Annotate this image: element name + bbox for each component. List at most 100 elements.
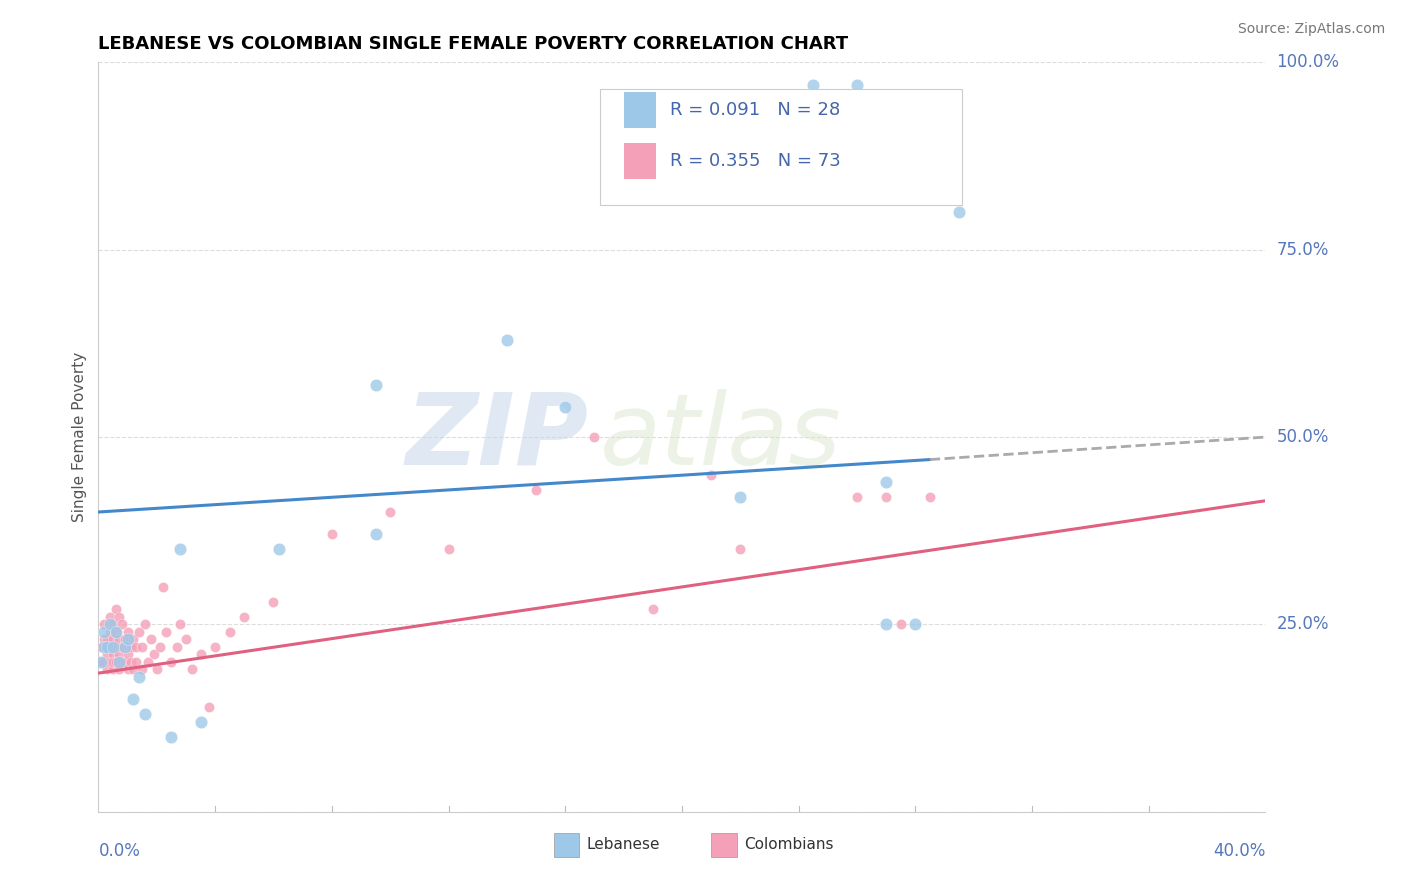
Point [641,602,664,616]
Point [364,527,387,541]
Point [904,617,927,632]
FancyBboxPatch shape [600,88,962,205]
Point [117,662,139,676]
Text: 25.0%: 25.0% [1277,615,1329,633]
Point [128,670,150,684]
Point [90,655,112,669]
Text: atlas: atlas [600,389,842,485]
Point [174,632,197,647]
Point [122,662,145,676]
Point [96,632,118,647]
Point [190,648,212,662]
Point [160,730,183,744]
Point [101,617,124,632]
Point [120,655,142,669]
Point [169,617,191,632]
Point [98,624,121,639]
Point [198,699,221,714]
Point [98,655,121,669]
Text: 100.0%: 100.0% [1277,54,1340,71]
Point [125,640,148,654]
Point [166,640,188,654]
Point [128,624,150,639]
Point [108,610,131,624]
Point [948,205,970,219]
Point [90,640,112,654]
Point [108,655,131,669]
Point [204,640,226,654]
Point [96,662,118,676]
Point [98,610,121,624]
Point [117,624,139,639]
Point [104,602,127,616]
Text: ZIP: ZIP [405,389,589,485]
FancyBboxPatch shape [624,93,657,128]
Point [117,632,139,647]
Text: 40.0%: 40.0% [1213,842,1265,860]
Point [98,640,121,654]
Text: Colombians: Colombians [744,838,834,852]
Point [149,640,172,654]
Point [114,640,136,654]
Point [801,78,824,92]
Point [93,617,115,632]
Text: Lebanese: Lebanese [586,838,659,852]
Point [437,542,460,557]
Point [142,648,165,662]
Point [146,662,169,676]
Point [93,624,115,639]
Point [496,333,519,347]
Point [93,640,115,654]
Point [846,490,869,504]
Text: 0.0%: 0.0% [98,842,141,860]
Point [380,505,402,519]
Point [524,483,547,497]
Text: 50.0%: 50.0% [1277,428,1329,446]
Point [93,632,115,647]
Point [117,648,139,662]
Point [101,632,124,647]
Point [169,542,191,557]
Point [846,78,869,92]
Point [96,648,118,662]
Point [98,617,121,632]
FancyBboxPatch shape [711,833,737,856]
Text: R = 0.091   N = 28: R = 0.091 N = 28 [671,102,841,120]
Point [104,655,127,669]
Point [152,580,174,594]
Point [101,640,124,654]
Point [104,624,127,639]
Y-axis label: Single Female Poverty: Single Female Poverty [72,352,87,522]
Point [120,640,142,654]
Text: 75.0%: 75.0% [1277,241,1329,259]
Point [269,542,291,557]
FancyBboxPatch shape [624,143,657,178]
Text: LEBANESE VS COLOMBIAN SINGLE FEMALE POVERTY CORRELATION CHART: LEBANESE VS COLOMBIAN SINGLE FEMALE POVE… [98,35,849,53]
Point [131,662,153,676]
Point [155,624,177,639]
Point [730,490,752,504]
Point [96,640,118,654]
Point [139,632,162,647]
Point [101,655,124,669]
Point [90,655,112,669]
Point [108,648,131,662]
Point [875,617,897,632]
Text: Source: ZipAtlas.com: Source: ZipAtlas.com [1237,22,1385,37]
Point [890,617,912,632]
Point [262,595,284,609]
Point [554,400,576,414]
Point [101,648,124,662]
Point [104,624,127,639]
Point [114,632,136,647]
Point [111,640,134,654]
Point [875,490,897,504]
Point [180,662,202,676]
Point [321,527,343,541]
Point [131,640,153,654]
Point [108,632,131,647]
Point [218,624,240,639]
Point [233,610,256,624]
Point [104,640,127,654]
Point [122,632,145,647]
